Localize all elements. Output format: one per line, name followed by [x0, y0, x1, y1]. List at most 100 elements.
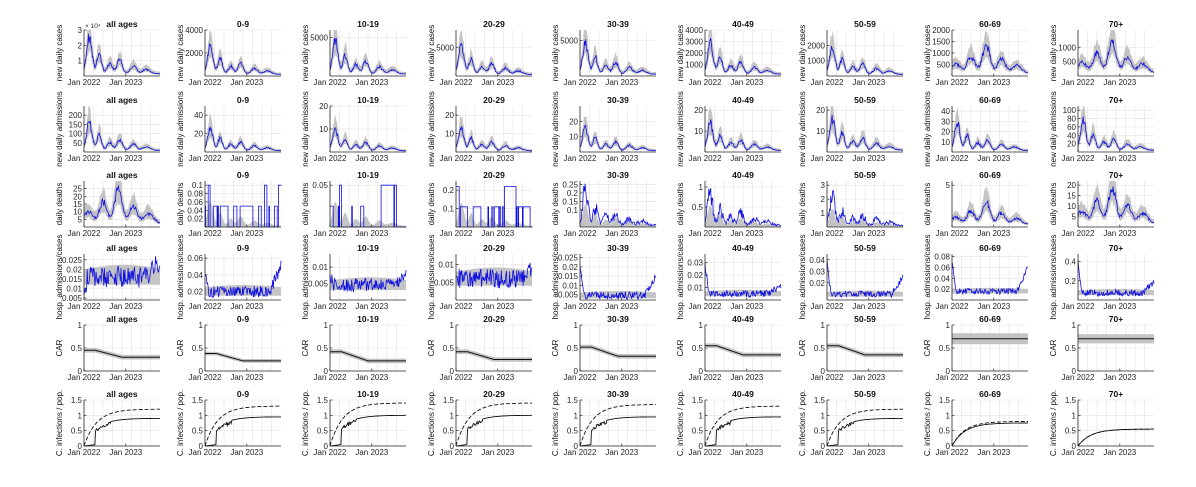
cumulative-solid-line: [826, 417, 903, 447]
cumulative-dashed-line: [204, 405, 281, 447]
panel-cases-0: 1 2 3 Jan 2022 Jan 2023 all ages × 10⁴ new dail…: [55, 19, 161, 87]
x-tick-label: Jan 2023: [605, 373, 638, 382]
y-tick-label: 20: [1067, 140, 1076, 149]
y-tick-label: 10: [816, 127, 825, 136]
y-tick-label: 0.04: [809, 256, 825, 265]
panel-title: all ages: [106, 389, 137, 399]
x-tick-label: Jan 2022: [189, 229, 222, 238]
y-tick-label: 1: [78, 411, 83, 420]
y-tick-label: 0.015: [558, 272, 579, 281]
panel-admissions-5: 10 20 Jan 2022 Jan 2023 40-49 new daily admis…: [676, 91, 782, 167]
y-tick-label: 0.5: [692, 203, 704, 212]
x-tick-label: Jan 2023: [109, 302, 142, 311]
x-tick-label: Jan 2023: [1103, 229, 1136, 238]
y-tick-label: 1: [450, 411, 455, 420]
x-tick-label: Jan 2023: [730, 78, 763, 87]
x-tick-label: Jan 2023: [481, 229, 514, 238]
panel-deaths-7: 5 Jan 2022 Jan 2023 60-69 daily deaths: [923, 170, 1029, 238]
x-tick-label: Jan 2023: [355, 373, 388, 382]
y-axis-label: new daily cases: [427, 25, 436, 81]
panel-title: 20-29: [483, 314, 505, 324]
y-tick-label: 0.05: [312, 181, 328, 190]
y-tick-label: 1.5: [317, 396, 329, 405]
x-tick-label: Jan 2022: [936, 229, 969, 238]
x-tick-label: Jan 2022: [1062, 154, 1095, 163]
panel-ratio-6: 0.02 0.03 0.04 Jan 2022 Jan 2023 50-59 hosp. a…: [798, 235, 904, 319]
uncertainty-band: [580, 344, 656, 359]
panel-ratio-7: 0.02 0.040.06 0.08 Jan 2022 Jan 2023 60-69 hos…: [923, 235, 1029, 320]
y-tick-label: 0.5: [814, 344, 826, 353]
y-tick-label: 10: [73, 208, 82, 217]
y-tick-label: 0.5: [567, 344, 579, 353]
x-tick-label: Jan 2023: [355, 229, 388, 238]
y-axis-label: hosp. admissions/cases: [923, 235, 932, 320]
y-tick-label: 0.01: [312, 263, 328, 272]
cumulative-dashed-line: [455, 402, 532, 447]
uncertainty-band: [330, 349, 406, 364]
y-tick-label: 20: [816, 106, 825, 115]
y-tick-label: 0.5: [1065, 427, 1077, 436]
x-tick-label: Jan 2023: [605, 229, 638, 238]
y-tick-label: 0.5: [692, 427, 704, 436]
x-tick-label: Jan 2023: [1103, 78, 1136, 87]
panel-cumulative-0: 0 0.5 1 1.5 Jan 2022 Jan 2023 all ages C. infec…: [55, 389, 160, 457]
y-tick-label: 0.1: [443, 205, 455, 214]
panel-car-8: 0 0.5 1 Jan 2022 Jan 2023 70+ CAR: [1049, 314, 1154, 382]
y-tick-label: 0.015: [62, 275, 83, 284]
x-tick-label: Jan 2023: [481, 448, 514, 457]
panel-title: 0-9: [237, 170, 250, 180]
cumulative-solid-line: [579, 416, 656, 447]
axis-multiplier: × 10⁴: [85, 23, 101, 30]
y-tick-label: 1.5: [1065, 396, 1077, 405]
y-tick-label: 1: [78, 321, 83, 330]
panel-title: 40-49: [732, 314, 754, 324]
y-tick-label: 1.5: [192, 396, 204, 405]
panel-title: 0-9: [237, 314, 250, 324]
y-tick-label: 0.06: [934, 264, 950, 273]
x-tick-label: Jan 2022: [68, 302, 101, 311]
y-tick-label: 1000: [807, 57, 825, 66]
y-tick-label: 0: [324, 367, 329, 376]
y-tick-label: 80: [1067, 115, 1076, 124]
panel-car-0: 0 0.5 1 Jan 2022 Jan 2023 all ages CAR: [55, 314, 160, 382]
y-tick-label: 15: [73, 200, 82, 209]
panel-title: 20-29: [483, 95, 505, 105]
panel-ratio-3: 0.005 0.01 Jan 2022 Jan 2023 20-29 hosp. admi…: [427, 235, 533, 319]
panel-title: 70+: [1109, 389, 1123, 399]
y-tick-label: 0: [699, 442, 704, 451]
y-tick-label: 1500: [932, 38, 950, 47]
y-tick-label: 0.02: [187, 288, 203, 297]
data-line: [1077, 116, 1155, 151]
cumulative-solid-line: [951, 422, 1028, 447]
y-tick-label: 0.04: [187, 271, 203, 280]
y-tick-label: 20: [1067, 181, 1076, 190]
x-tick-label: Jan 2022: [811, 154, 844, 163]
y-tick-label: 0.5: [567, 427, 579, 436]
y-axis-label: C. infections / pop.: [551, 390, 560, 456]
x-tick-label: Jan 2022: [936, 78, 969, 87]
panel-car-5: 0 0.5 1 Jan 2022 Jan 2023 40-49 CAR: [676, 314, 781, 382]
uncertainty-band: [580, 204, 656, 227]
panel-title: 50-59: [854, 19, 876, 29]
x-tick-label: Jan 2022: [1062, 78, 1095, 87]
y-tick-label: 0.2: [1065, 277, 1077, 286]
y-axis-label: daily deaths: [301, 183, 310, 226]
y-tick-label: 5: [78, 215, 83, 224]
y-axis-label: daily deaths: [798, 183, 807, 226]
uncertainty-band: [705, 30, 781, 75]
cumulative-solid-line: [1077, 428, 1154, 447]
y-tick-label: 0.005: [308, 280, 329, 289]
y-axis-label: hosp. admissions/cases: [551, 235, 560, 320]
y-tick-label: 5: [1072, 213, 1077, 222]
y-tick-label: 0: [946, 367, 951, 376]
x-tick-label: Jan 2023: [1103, 373, 1136, 382]
panel-title: 70+: [1109, 314, 1123, 324]
y-tick-label: 0.5: [317, 427, 329, 436]
uncertainty-band: [330, 201, 406, 227]
x-tick-label: Jan 2023: [355, 154, 388, 163]
y-axis-label: new daily admissions: [551, 91, 560, 167]
y-axis-label: C. infections / pop.: [923, 390, 932, 456]
uncertainty-band: [827, 30, 903, 76]
